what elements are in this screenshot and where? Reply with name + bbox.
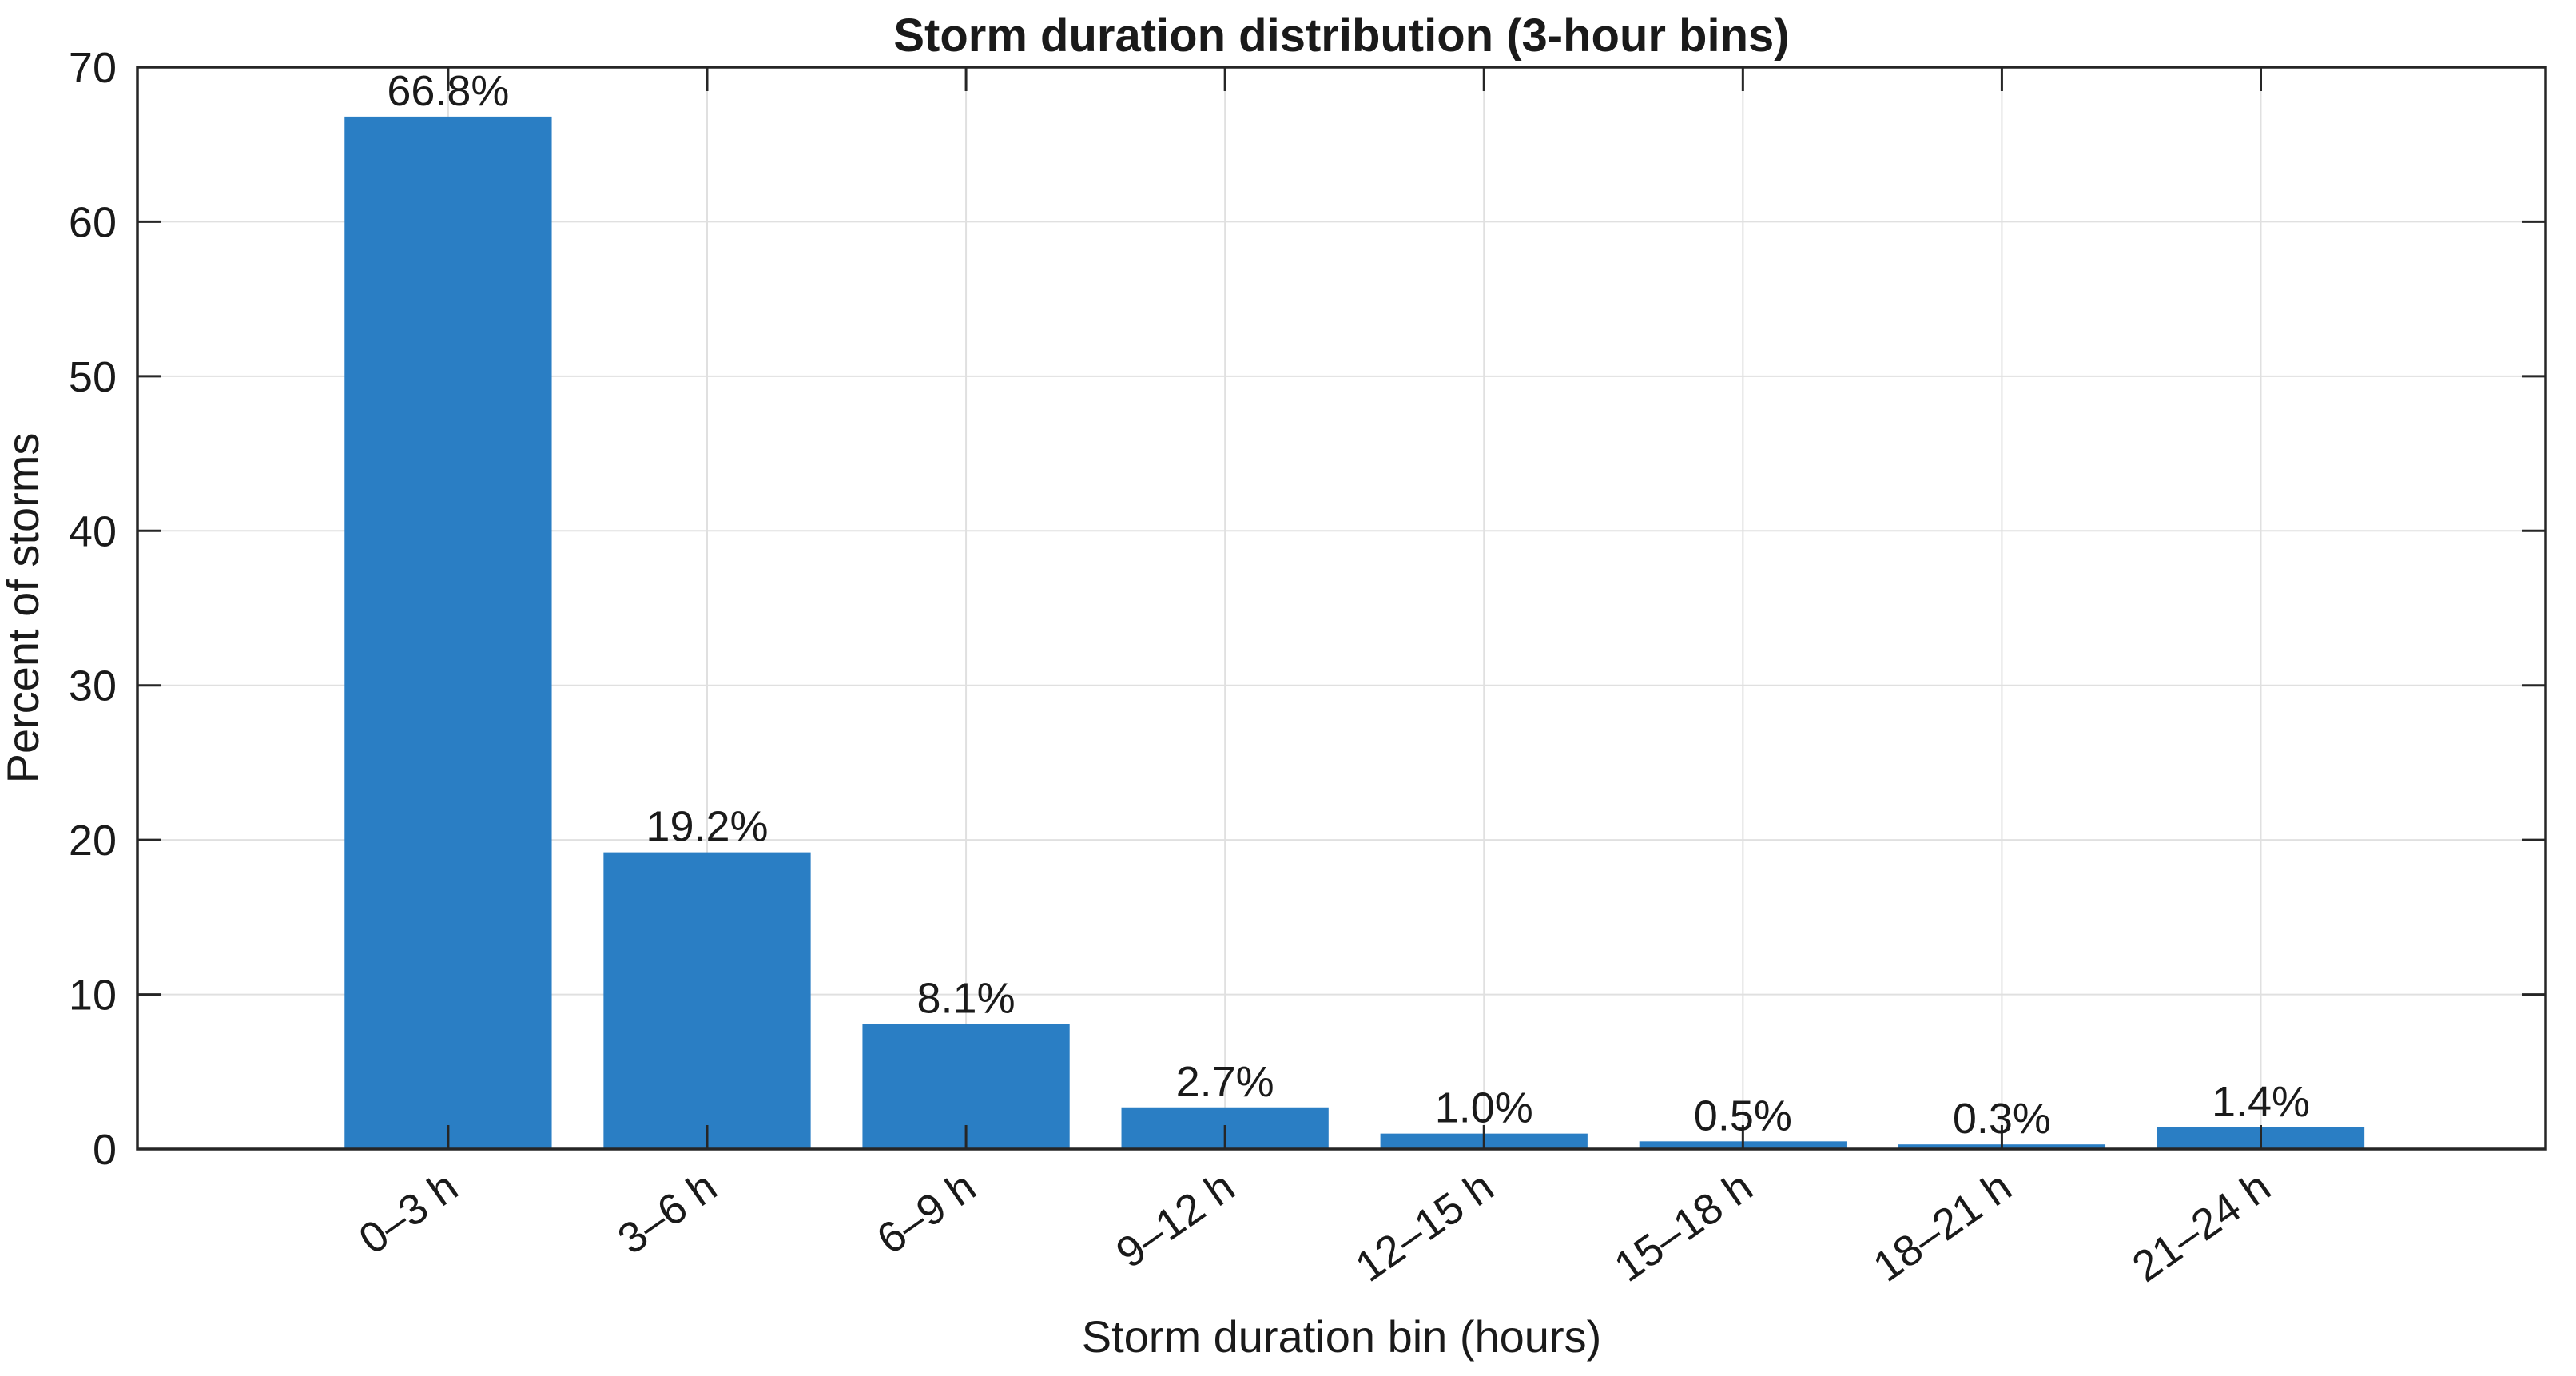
chart-title: Storm duration distribution (3-hour bins… [893,10,1789,62]
bar-value-label: 0.5% [1694,1092,1792,1139]
x-axis-label: Storm duration bin (hours) [1082,1311,1602,1362]
bar-value-label: 1.0% [1435,1084,1533,1132]
bar-value-label: 66.8% [387,67,509,115]
value-labels: 66.8% 19.2% 8.1% 2.7% 1.0% 0.5% 0.3% 1.4% [387,67,2310,1143]
y-tick-label: 10 [69,972,117,1020]
plot-box [136,66,2547,1151]
axes-box [136,66,2547,1151]
bar-value-label: 8.1% [917,974,1016,1022]
y-tick-label: 20 [69,817,117,865]
bar-value-label: 0.3% [1953,1095,2051,1143]
y-tick-label: 40 [69,507,117,555]
tick-marks [137,66,2546,1151]
bar-value-label: 1.4% [2212,1078,2310,1126]
bar [603,852,811,1149]
y-tick-label: 70 [69,44,117,92]
y-tick-label: 50 [69,353,117,401]
x-tick-label: 15–18 h [1606,1163,1761,1291]
y-tick-label: 0 [93,1126,117,1174]
bar [344,116,552,1150]
x-tick-label: 18–21 h [1865,1163,2020,1291]
y-axis-label: Percent of storms [0,433,48,784]
bar-value-label: 2.7% [1176,1058,1274,1106]
y-tick-label: 30 [69,662,117,710]
x-tick-label: 12–15 h [1347,1163,1502,1291]
x-tick-label: 6–9 h [869,1163,984,1264]
bar-value-label: 19.2% [646,803,768,851]
y-tick-label: 60 [69,198,117,246]
x-tick-label: 21–24 h [2124,1163,2279,1291]
x-tick-label: 0–3 h [351,1163,467,1264]
x-tick-label: 9–12 h [1107,1163,1243,1278]
x-tick-label: 3–6 h [610,1163,725,1264]
